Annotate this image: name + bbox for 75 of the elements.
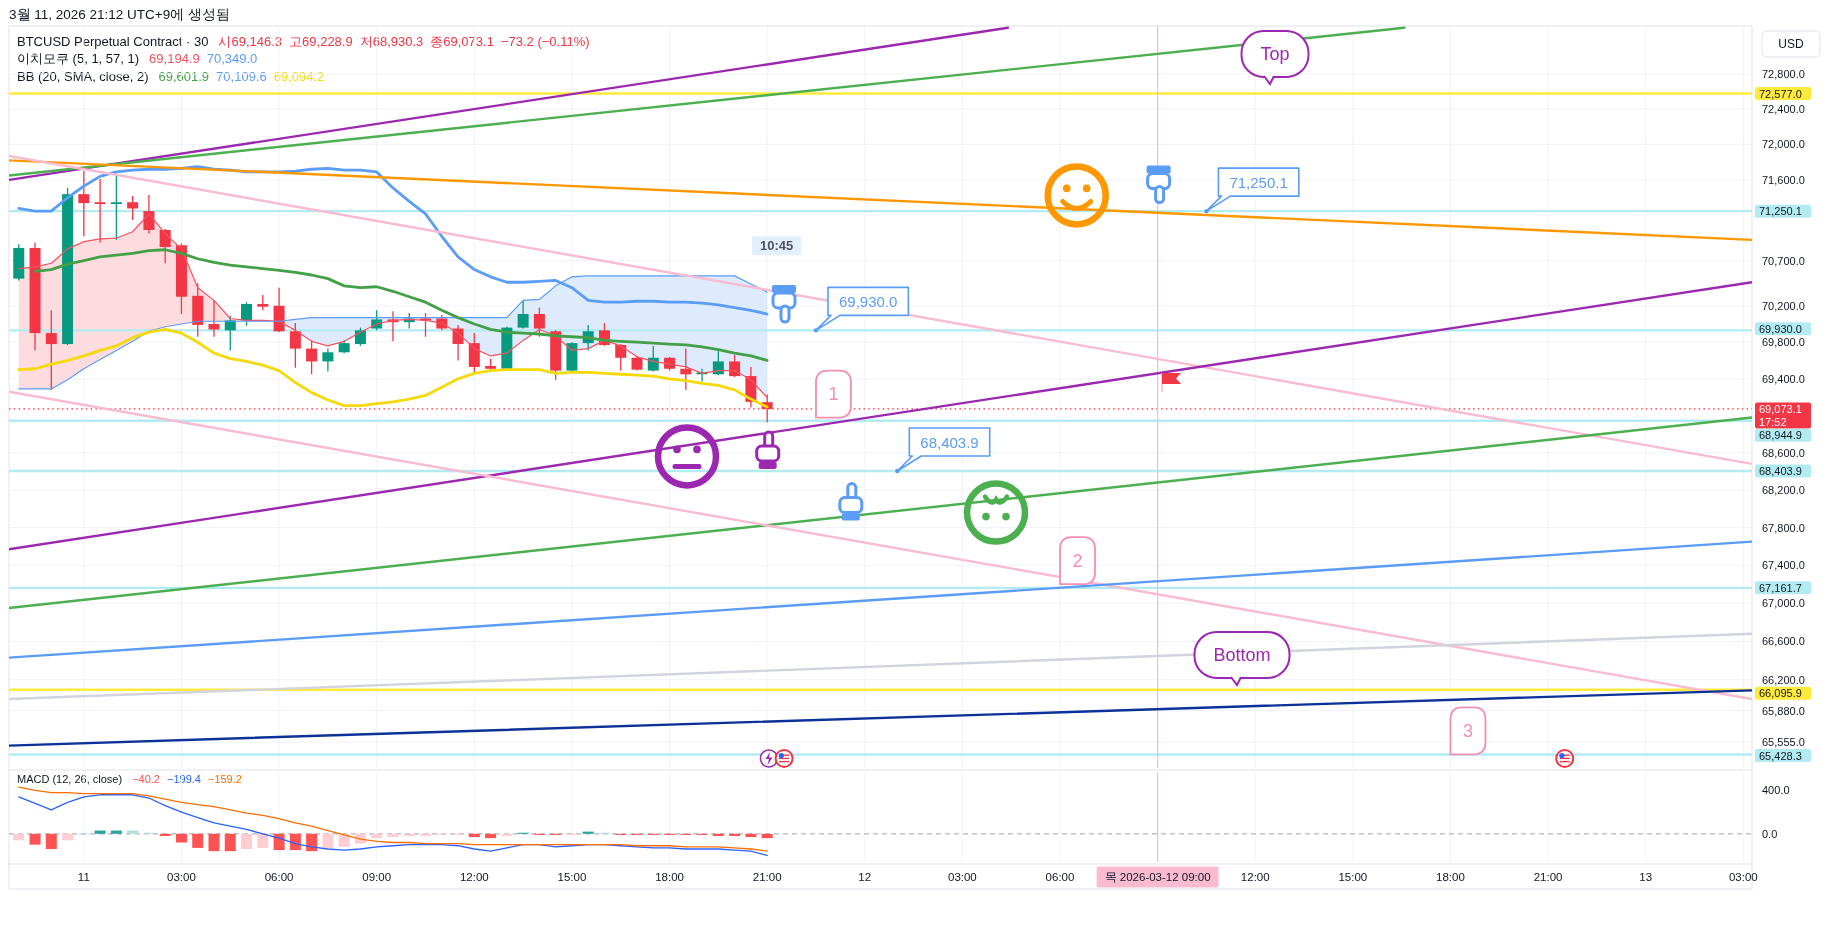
- y-tick-label: 67,800.0: [1762, 521, 1805, 534]
- x-tick-label: 13: [1639, 871, 1653, 883]
- x-tick-label: 12:00: [459, 871, 489, 883]
- x-tick-label: 21:00: [1533, 871, 1563, 883]
- annotation: 69,930.0: [838, 292, 898, 310]
- annotation: BB (20, SMA, close, 2): [17, 68, 149, 84]
- y-tick-label: 66,600.0: [1762, 635, 1805, 648]
- annotation: 이치모쿠 (5, 1, 57, 1): [17, 51, 140, 66]
- y-tick-label: 71,600.0: [1762, 173, 1805, 186]
- annotation: 69,194.9: [149, 51, 200, 66]
- annotation: 69,094.2: [273, 68, 325, 84]
- annotation: Bottom: [1213, 645, 1271, 665]
- x-tick-label: 03:00: [1728, 871, 1758, 883]
- x-tick-label: 15:00: [557, 871, 587, 883]
- x-tick-label: 18:00: [1436, 871, 1465, 883]
- y-tick-label: 65,880.0: [1762, 704, 1805, 717]
- ref-line-label: 목 2026-03-12 09:00: [1104, 871, 1211, 883]
- x-tick-label: 09:00: [362, 871, 392, 883]
- annotation: Top: [1260, 44, 1290, 64]
- y-tick-label: 0.0: [1762, 827, 1778, 840]
- ref-line-label: 69,073.1: [1759, 402, 1802, 415]
- y-tick-label: 400.0: [1762, 784, 1790, 797]
- annotation: −73.2 (−0.11%): [500, 33, 590, 49]
- annotation: 70,109.6: [216, 68, 267, 84]
- annotation: 저68,930.3: [359, 33, 424, 49]
- y-tick-label: 70,700.0: [1762, 254, 1805, 267]
- annotation: −159.2: [207, 772, 242, 785]
- ref-line-label: 68,944.9: [1759, 429, 1802, 442]
- ref-line-label: 65,428.3: [1759, 749, 1802, 762]
- annotation: 68,403.9: [920, 433, 979, 451]
- x-tick-label: 21:00: [752, 871, 782, 883]
- y-tick-label: 67,400.0: [1762, 559, 1805, 572]
- y-tick-label: 68,600.0: [1762, 446, 1805, 459]
- annotation: 1: [828, 384, 839, 405]
- text: BTCUSD Perpetual Contract · 30: [17, 33, 209, 49]
- annotation: 69,601.9: [158, 68, 210, 84]
- y-tick-label: 65,555.0: [1762, 736, 1805, 749]
- annotation: 2: [1072, 550, 1083, 571]
- y-tick-label: 69,400.0: [1762, 372, 1805, 385]
- ref-line-label: 69,930.0: [1759, 322, 1802, 335]
- annotation: 70,349.0: [206, 51, 258, 66]
- ref-line-label: 68,403.9: [1759, 465, 1802, 478]
- annotation: 71,250.1: [1229, 173, 1288, 191]
- y-axis-title: USD: [1778, 37, 1804, 51]
- chart-subtitle: 3월 11, 2026 21:12 UTC+9에 생성됨: [9, 6, 230, 22]
- y-tick-label: 66,200.0: [1762, 673, 1805, 686]
- ref-line-label: 72,577.0: [1759, 87, 1802, 100]
- x-tick-label: 03:00: [167, 871, 196, 883]
- chart-title: MACD (12, 26, close): [17, 772, 123, 785]
- y-tick-label: 69,800.0: [1762, 336, 1805, 349]
- annotation: 10:45: [760, 238, 794, 254]
- annotation: 종69,073.1: [430, 33, 494, 49]
- annotation: −40.2: [132, 772, 160, 785]
- ref-line-label: 66,095.9: [1759, 687, 1802, 700]
- x-tick-label: 18:00: [655, 871, 684, 883]
- y-tick-label: 68,200.0: [1762, 484, 1805, 497]
- annotation: 3: [1462, 720, 1473, 741]
- x-tick-label: 12: [858, 871, 872, 883]
- text: 17:52: [1759, 415, 1787, 428]
- x-tick-label: 06:00: [1045, 871, 1075, 883]
- y-tick-label: 72,000.0: [1762, 138, 1805, 151]
- x-tick-label: 12:00: [1240, 871, 1270, 883]
- ref-line-label: 67,161.7: [1759, 581, 1802, 594]
- ref-line-label: 71,250.1: [1759, 205, 1802, 218]
- x-tick-label: 11: [77, 871, 90, 883]
- y-tick-label: 72,800.0: [1762, 67, 1805, 80]
- x-tick-label: 06:00: [264, 871, 294, 883]
- annotation: −199.4: [167, 772, 201, 785]
- x-tick-label: 03:00: [948, 871, 977, 883]
- x-tick-label: 15:00: [1338, 871, 1368, 883]
- annotation: 고69,228.9: [289, 33, 353, 49]
- y-tick-label: 72,400.0: [1762, 103, 1805, 116]
- y-tick-label: 70,200.0: [1762, 299, 1805, 312]
- y-tick-label: 67,000.0: [1762, 597, 1805, 610]
- annotation: 시69,146.3: [218, 33, 283, 49]
